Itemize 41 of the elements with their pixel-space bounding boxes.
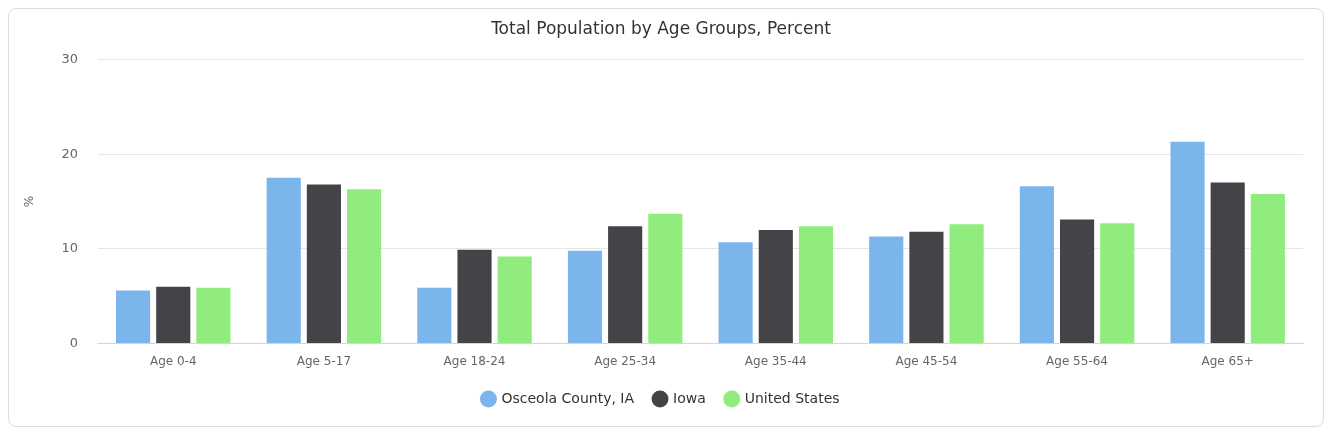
bar xyxy=(497,256,532,344)
legend-label: United States xyxy=(744,389,840,406)
bar xyxy=(949,224,984,344)
bar xyxy=(1019,186,1054,344)
x-tick-label: Age 55-64 xyxy=(1046,353,1108,368)
bar xyxy=(196,287,231,344)
bar xyxy=(266,177,301,344)
bar xyxy=(758,229,793,344)
y-tick-label: 20 xyxy=(61,145,78,161)
y-axis-title: % xyxy=(22,195,37,208)
chart-title: Total Population by Age Groups, Percent xyxy=(490,17,832,38)
bar xyxy=(718,242,753,344)
legend-label: Iowa xyxy=(673,389,706,406)
bar xyxy=(869,236,904,344)
x-tick-label: Age 5-17 xyxy=(296,353,352,368)
bar xyxy=(608,226,643,344)
bar xyxy=(1170,141,1205,344)
x-tick-label: Age 0-4 xyxy=(149,353,197,368)
x-tick-label: Age 45-54 xyxy=(895,353,958,368)
bar xyxy=(417,287,452,344)
bar xyxy=(798,226,834,344)
legend-label: Osceola County, IA xyxy=(501,389,635,406)
bar xyxy=(116,290,151,344)
y-tick-label: 10 xyxy=(61,240,78,256)
bar xyxy=(156,286,191,344)
bar xyxy=(1059,219,1095,344)
x-tick-label: Age 18-24 xyxy=(443,353,506,368)
x-tick-label: Age 25-34 xyxy=(594,353,657,368)
y-tick-label: 30 xyxy=(61,50,78,66)
bar xyxy=(567,250,603,344)
bar xyxy=(648,213,683,344)
bar xyxy=(1250,193,1285,344)
y-tick-label: 0 xyxy=(69,334,78,350)
bar xyxy=(1210,182,1245,344)
bar xyxy=(909,231,944,344)
bar xyxy=(346,189,382,344)
x-tick-label: Age 65+ xyxy=(1201,353,1254,368)
bar xyxy=(1100,223,1135,344)
bar xyxy=(306,184,341,344)
bar xyxy=(457,249,492,344)
x-tick-label: Age 35-44 xyxy=(744,353,807,368)
